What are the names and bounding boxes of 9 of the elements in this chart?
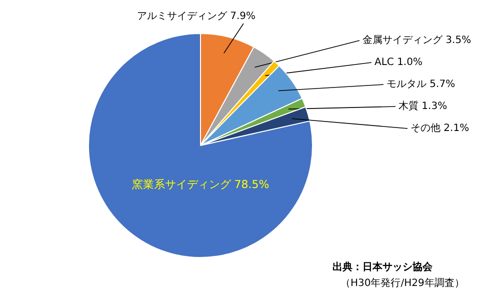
slice-label: 金属サイディング 3.5% (362, 34, 472, 46)
slice-label: ALC 1.0% (374, 57, 422, 68)
slice-label: その他 2.1% (410, 122, 470, 134)
source-note: 出典：日本サッシ協会 (332, 261, 434, 273)
slice-label: アルミサイディング 7.9% (136, 11, 256, 22)
slice-label: 窯業系サイディング 78.5% (132, 178, 270, 192)
slice-label: 木質 1.3% (398, 100, 448, 112)
slice-label: モルタル 5.7% (386, 79, 456, 90)
text: （H30年発行/H29年調査） (340, 277, 464, 289)
